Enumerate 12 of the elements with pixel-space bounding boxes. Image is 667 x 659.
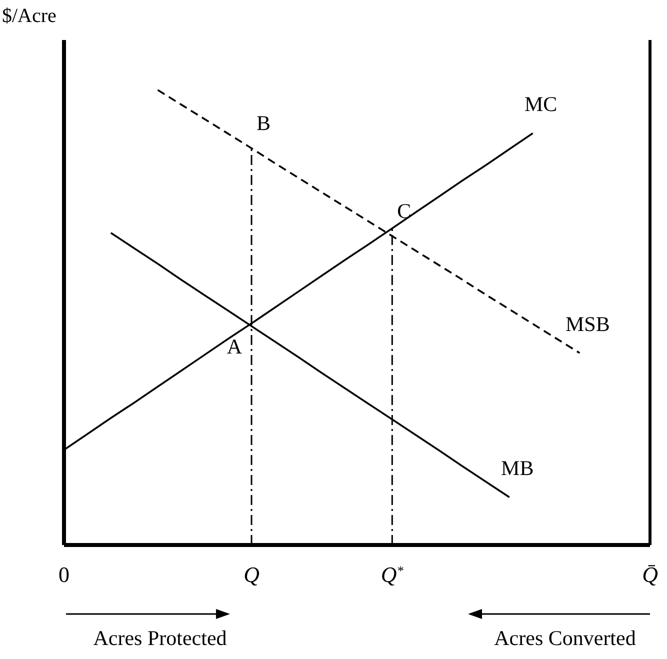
text: Acres Protected [93,626,228,650]
annotation: A [226,334,243,358]
x-tick-label: 0 [58,562,70,587]
x-tick-label: Q$^{*}$ [380,562,404,587]
y-axis-title: $/Acre [2,5,57,27]
x-tick-label: Q [244,562,260,587]
series-label: MB [501,456,534,480]
series-label: MSB [566,312,610,336]
annotation: B [256,111,271,136]
x-tick-label: Q̄ [642,562,658,587]
text: Acres Converted [494,626,636,650]
series-label: MC [524,92,558,116]
